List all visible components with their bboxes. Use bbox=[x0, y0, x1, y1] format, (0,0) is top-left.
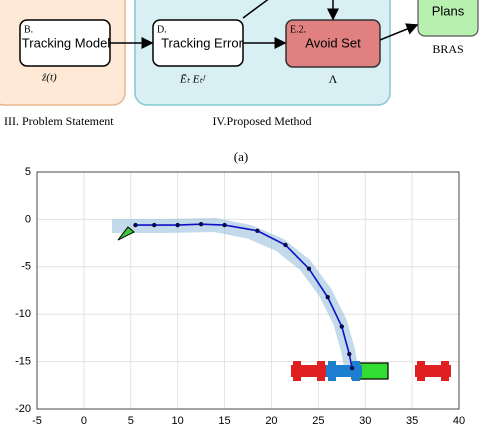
plot: -5 0 5 10 15 20 25 30 35 40 -20 -15 -10 -5 0 5 bbox=[15, 166, 465, 427]
plans-box bbox=[417, 0, 479, 37]
trajectory-point bbox=[325, 294, 330, 300]
obstacle-wheel bbox=[441, 361, 449, 381]
box-output: Ēₜ Eₜᶠ bbox=[179, 74, 207, 86]
trajectory-point bbox=[306, 266, 312, 271]
box-label: Tracking Model bbox=[22, 35, 110, 50]
y-tick-label: -10 bbox=[15, 308, 31, 320]
x-tick-label: -5 bbox=[32, 415, 42, 427]
x-tick-label: 30 bbox=[359, 415, 371, 427]
box-letter: D. bbox=[157, 24, 167, 35]
trajectory-point bbox=[152, 222, 157, 228]
x-tick-label: 40 bbox=[453, 415, 465, 427]
start-vehicle bbox=[117, 226, 135, 241]
obstacle-wheel bbox=[328, 361, 336, 381]
box-label: Plans bbox=[432, 3, 465, 18]
box-output: Λ bbox=[329, 72, 338, 86]
axes-frame bbox=[36, 171, 460, 410]
x-tick-label: 10 bbox=[172, 415, 184, 427]
obstacle-wheel bbox=[417, 361, 425, 381]
trajectory-point bbox=[255, 228, 260, 233]
box-letter: B. bbox=[24, 24, 33, 35]
trajectory-point bbox=[175, 222, 180, 228]
trajectory-point bbox=[133, 222, 138, 228]
y-tick-label: -5 bbox=[21, 261, 31, 273]
trajectory-point bbox=[283, 242, 288, 248]
box-letter: E.2. bbox=[290, 24, 306, 35]
subfigure-label: (a) bbox=[234, 149, 248, 164]
obstacle-wheel bbox=[317, 361, 325, 381]
x-tick-label: 20 bbox=[265, 415, 277, 427]
caption: III. Problem Statement bbox=[4, 114, 114, 128]
box-output: BRAS bbox=[432, 42, 463, 56]
box-output: ẑ(t) bbox=[41, 72, 57, 84]
trajectory-point bbox=[339, 324, 344, 329]
y-tick-label: 0 bbox=[25, 213, 31, 225]
box-label: Avoid Set bbox=[305, 35, 361, 50]
trajectory-point bbox=[198, 221, 204, 227]
x-tick-label: 5 bbox=[128, 415, 134, 427]
trajectory-point bbox=[222, 222, 227, 228]
caption: IV.Proposed Method bbox=[212, 114, 311, 128]
trajectory bbox=[135, 223, 353, 369]
obstacle-wheel bbox=[293, 361, 301, 381]
x-tick-label: 35 bbox=[406, 415, 418, 427]
trajectory-point bbox=[347, 351, 352, 357]
obstacle-wheel bbox=[352, 361, 360, 381]
y-tick-label: -20 bbox=[15, 403, 31, 415]
arrow bbox=[242, 0, 269, 19]
y-tick-label: 5 bbox=[25, 166, 31, 178]
y-tick-label: -15 bbox=[15, 356, 31, 368]
trajectory-point bbox=[349, 366, 355, 371]
x-tick-label: 25 bbox=[312, 415, 324, 427]
arrow bbox=[379, 23, 419, 41]
x-tick-label: 15 bbox=[218, 415, 230, 427]
x-tick-label: 0 bbox=[81, 415, 87, 427]
plot-area bbox=[37, 172, 459, 409]
box-label: Tracking Error bbox=[161, 35, 244, 50]
